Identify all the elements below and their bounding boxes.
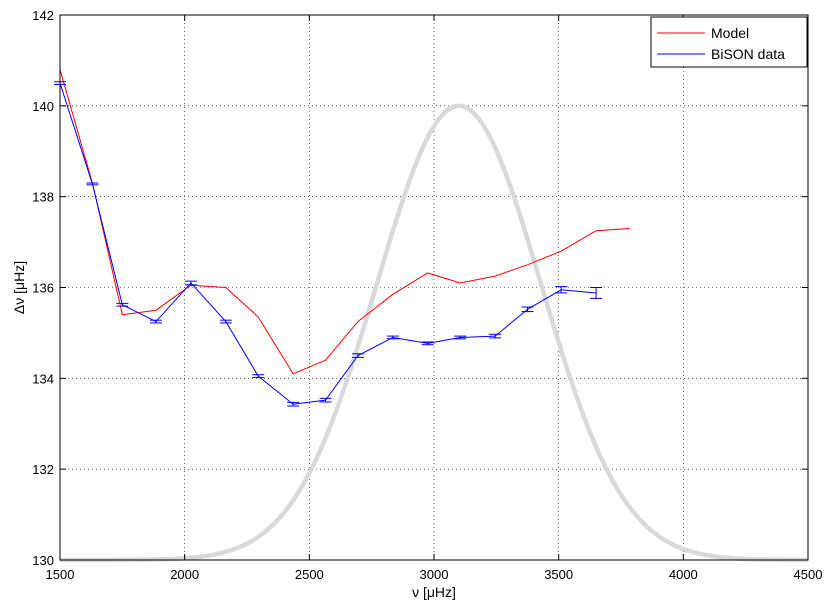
legend-box — [650, 16, 808, 68]
bison-error-bar — [116, 302, 129, 307]
bison-error-bar — [252, 374, 265, 378]
bison-error-bar — [351, 353, 364, 358]
y-tick-label: 140 — [32, 99, 54, 114]
y-axis-label: Δν [μHz] — [11, 261, 27, 314]
y-tick-label: 142 — [32, 8, 54, 23]
grid-lines — [60, 15, 808, 560]
y-tick-label: 132 — [32, 462, 54, 477]
bison-error-bar — [489, 333, 502, 339]
y-tick-label: 138 — [32, 190, 54, 205]
y-tick-label: 136 — [32, 281, 54, 296]
bison-error-bar — [421, 341, 434, 346]
series-model-line — [59, 69, 630, 375]
x-tick-label: 4000 — [669, 567, 698, 582]
x-tick-label: 2000 — [170, 567, 199, 582]
bison-error-bar — [319, 397, 332, 403]
y-tick-label: 134 — [32, 371, 54, 386]
bison-error-bar — [184, 280, 197, 286]
bison-error-bar — [219, 319, 232, 324]
legend: Model BiSON data — [650, 16, 808, 68]
bison-error-bar — [287, 401, 300, 407]
x-tick-label: 4500 — [794, 567, 823, 582]
x-axis-label: ν [μHz] — [412, 584, 456, 600]
bison-error-bar — [86, 182, 99, 186]
x-tick-label: 2500 — [295, 567, 324, 582]
series-layer — [54, 69, 630, 407]
y-tick-label: 130 — [32, 553, 54, 568]
bison-error-bar — [555, 286, 568, 294]
x-tick-label: 1500 — [46, 567, 75, 582]
bison-error-bar — [386, 335, 399, 340]
x-tick-label: 3000 — [420, 567, 449, 582]
bison-error-bar — [521, 306, 534, 313]
bison-error-bar — [590, 287, 603, 299]
series-bison-line — [59, 82, 597, 405]
bison-error-bar — [454, 335, 467, 340]
bison-error-bar — [149, 319, 162, 324]
legend-label-bison: BiSON data — [711, 46, 785, 62]
legend-label-model: Model — [711, 25, 749, 41]
x-tick-label: 3500 — [544, 567, 573, 582]
axis-ticks: 1500 2000 2500 3000 3500 4000 4500 130 132 134 136… — [32, 8, 822, 582]
